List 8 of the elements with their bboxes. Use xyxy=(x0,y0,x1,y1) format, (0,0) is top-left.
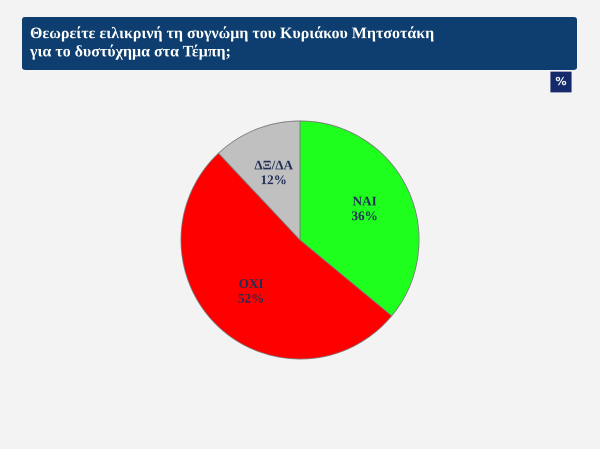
data-label: 36% xyxy=(352,211,377,220)
slice-label: ΝΑΙ xyxy=(352,196,376,206)
data-label: 12% xyxy=(262,175,286,184)
data-label: 52% xyxy=(238,294,264,303)
slice-label: ΔΞ/ΔΑ xyxy=(254,160,293,170)
slice-label: ΟΧΙ xyxy=(239,279,264,288)
text: % xyxy=(556,76,566,86)
chart-title: Θεωρείτε ειλικρινή τη συγνώμη του Κυριάκου Μητσοτάκη για το δυστύχημα στα Τέμπη; xyxy=(30,26,434,60)
